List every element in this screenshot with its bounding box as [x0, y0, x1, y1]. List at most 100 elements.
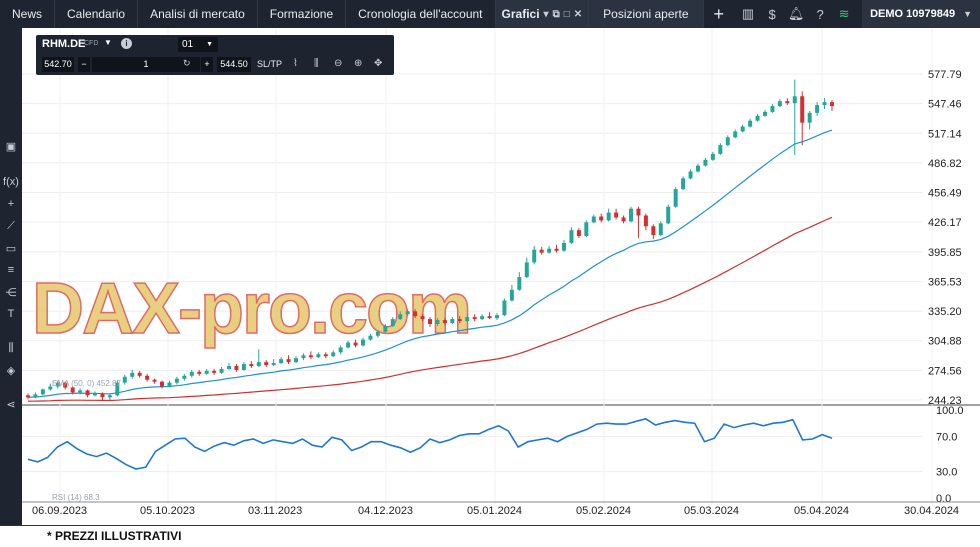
instrument-header: RHM.DE CFD ▼ i 01 ▼	[36, 35, 394, 55]
candle-body	[428, 319, 432, 324]
candle-body	[755, 115, 760, 121]
info-icon[interactable]: i	[121, 38, 132, 49]
time-tick-label: 30.04.2024	[904, 505, 959, 517]
candle-body	[584, 222, 589, 237]
candle-body	[26, 395, 30, 398]
increase-quantity-button[interactable]: +	[201, 57, 213, 72]
sl-tp-button[interactable]: SL/TP	[257, 59, 283, 69]
candle-body	[606, 212, 611, 221]
candle-body	[450, 319, 455, 324]
candle-body	[100, 393, 105, 398]
candle-body	[137, 372, 142, 376]
footer-divider	[0, 525, 980, 526]
zoom-in-icon[interactable]: ⊕	[354, 58, 363, 69]
move-icon[interactable]: ✥	[374, 58, 383, 69]
candle-body	[770, 106, 775, 112]
candle-body	[204, 370, 209, 374]
candle-body	[264, 362, 269, 366]
chart-type-icon[interactable]: ▣	[5, 141, 17, 153]
nav-item-cronologia[interactable]: Cronologia dell'account	[346, 0, 496, 28]
candle-body	[122, 376, 127, 383]
candle-body	[152, 379, 157, 382]
layout-icon[interactable]: ▥	[741, 6, 755, 21]
instrument-symbol[interactable]: RHM.DE	[42, 38, 86, 50]
fibonacci-icon[interactable]: ≡	[7, 264, 15, 276]
quantity-input[interactable]: 1	[92, 57, 200, 72]
rectangle-icon[interactable]: ▭	[5, 243, 17, 255]
candle-body	[599, 216, 604, 221]
candle-body	[681, 178, 686, 190]
candle-body	[227, 366, 231, 369]
watermark-text: DAX-pro.com	[32, 269, 470, 349]
help-icon[interactable]: ?	[816, 6, 824, 22]
nav-item-formazione[interactable]: Formazione	[258, 0, 347, 28]
chevron-down-icon[interactable]: ▼	[104, 38, 112, 47]
nav-item-calendario[interactable]: Calendario	[55, 0, 139, 28]
price-tick-label: 274.56	[928, 365, 962, 377]
instrument-type: CFD	[84, 40, 99, 47]
candle-body	[495, 315, 499, 319]
sell-button[interactable]: 542.70	[42, 57, 74, 72]
candle-body	[785, 101, 790, 104]
candle-body	[591, 216, 596, 223]
nav-item-news[interactable]: News	[0, 0, 56, 28]
candle-body	[673, 189, 678, 207]
measure-icon[interactable]: ⫼	[8, 342, 14, 354]
currency-icon[interactable]: $	[768, 6, 776, 22]
maximize-icon[interactable]: □	[563, 8, 570, 20]
ema-label: EMA (50, 0) 452.87	[52, 379, 121, 388]
text-icon[interactable]: T	[7, 308, 15, 320]
candle-body	[219, 368, 224, 373]
candle-body	[457, 319, 462, 322]
candle-body	[800, 96, 805, 123]
price-tick-label: 456.49	[928, 188, 962, 200]
tab-posizioni-aperte[interactable]: Posizioni aperte	[589, 0, 704, 28]
buy-button[interactable]: 544.50	[217, 57, 251, 72]
refresh-icon[interactable]: ↻	[183, 58, 191, 68]
candle-body	[636, 208, 641, 216]
tab-grafici[interactable]: Grafici ▾ ⧉ □ ✕	[495, 0, 590, 28]
ema-slow-path	[28, 216, 833, 402]
time-tick-label: 05.10.2023	[140, 505, 195, 517]
candle-body	[487, 316, 492, 319]
candle-body	[643, 215, 648, 227]
candle-body	[383, 325, 388, 332]
candle-body	[710, 153, 715, 160]
candle-chart-icon[interactable]: ⫼	[314, 58, 319, 69]
time-tick-label: 05.03.2024	[684, 505, 739, 517]
chevron-down-icon[interactable]: ▾	[543, 8, 549, 20]
indicator-icon[interactable]: f(x)	[3, 176, 19, 188]
zoom-out-icon[interactable]: ⊖	[334, 58, 343, 69]
candle-body	[830, 102, 834, 107]
candle-body	[212, 370, 217, 373]
candle-body	[562, 242, 566, 251]
candle-body	[301, 355, 306, 359]
time-tick-label: 03.11.2023	[248, 505, 302, 517]
pitchfork-icon[interactable]: ⋲	[5, 287, 17, 299]
layers-icon[interactable]: ◈	[6, 365, 16, 377]
crosshair-icon[interactable]: +	[7, 198, 15, 210]
candle-body	[115, 382, 120, 396]
price-tick-label: 577.79	[928, 69, 962, 81]
trendline-icon[interactable]: ⟋	[7, 220, 15, 232]
account-label: DEMO 10979849	[870, 8, 956, 20]
candle-body	[390, 319, 395, 326]
line-chart-icon[interactable]: ⌇	[293, 58, 298, 69]
close-icon[interactable]: ✕	[573, 8, 583, 20]
bell-icon[interactable]: 🔔︎	[787, 6, 805, 21]
ema-slow-line	[28, 216, 833, 402]
price-chart[interactable]: DAX-pro.com 577.79 547.46 517.14 486.82 456.…	[22, 28, 980, 525]
nav-item-analisi[interactable]: Analisi di mercato	[138, 0, 258, 28]
share-icon[interactable]: ⋖	[6, 399, 16, 411]
candle-body	[286, 359, 291, 363]
timeframe-select[interactable]: 01 ▼	[178, 37, 218, 52]
candle-body	[442, 320, 447, 324]
candle-body	[614, 212, 619, 218]
candle-body	[621, 217, 626, 222]
price-tick-label: 426.17	[928, 217, 962, 229]
add-tab-button[interactable]: +	[713, 3, 725, 24]
account-selector[interactable]: DEMO 10979849 ▼	[862, 0, 980, 28]
popout-icon[interactable]: ⧉	[552, 8, 560, 20]
candle-body	[718, 145, 723, 154]
decrease-quantity-button[interactable]: −	[78, 57, 90, 72]
